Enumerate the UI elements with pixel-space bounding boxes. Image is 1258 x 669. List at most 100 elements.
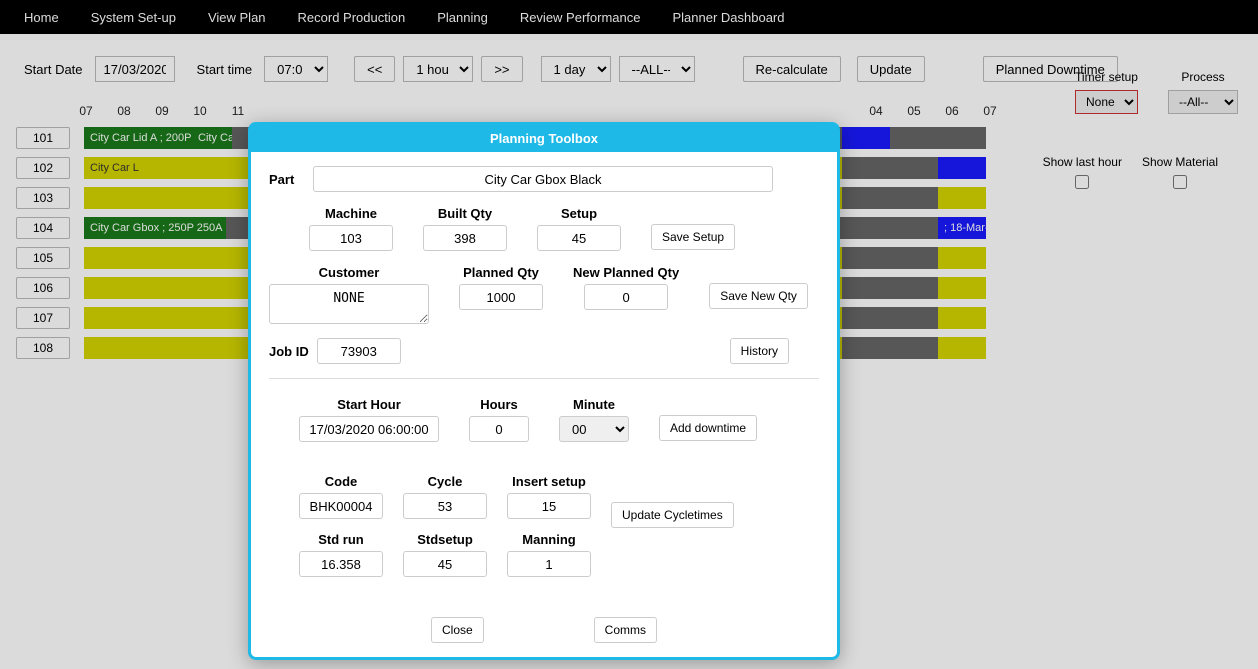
customer-label: Customer — [319, 265, 380, 280]
cycle-input[interactable] — [403, 493, 487, 519]
hour-label: 07 — [76, 104, 96, 118]
start-date-input[interactable] — [95, 56, 175, 82]
modal-title: Planning Toolbox — [251, 125, 837, 152]
hours-input[interactable] — [469, 416, 529, 442]
planned-qty-label: Planned Qty — [463, 265, 539, 280]
minute-label: Minute — [573, 397, 615, 412]
history-button[interactable]: History — [730, 338, 789, 364]
gantt-bar[interactable]: City Car Gbox ; 250P 250A — [84, 217, 226, 239]
span-select[interactable]: 1 hour — [403, 56, 473, 82]
gantt-bar[interactable] — [842, 307, 938, 329]
gantt-bar[interactable] — [890, 127, 986, 149]
std-run-label: Std run — [318, 532, 364, 547]
manning-label: Manning — [522, 532, 575, 547]
built-qty-label: Built Qty — [438, 206, 492, 221]
hours-header: 070809101104050607 — [0, 104, 1258, 118]
row-id[interactable]: 103 — [16, 187, 70, 209]
gantt-bar[interactable]: City Ca — [192, 127, 232, 149]
job-id-input[interactable] — [317, 338, 401, 364]
toolbar: Start Date Start time 07:00 << 1 hour >>… — [0, 34, 1258, 94]
timer-setup-label: Timer setup — [1075, 70, 1138, 84]
show-material-checkbox[interactable] — [1173, 175, 1187, 189]
gantt-bar[interactable] — [938, 307, 986, 329]
std-setup-label: Stdsetup — [417, 532, 473, 547]
planned-qty-input[interactable] — [459, 284, 543, 310]
job-id-label: Job ID — [269, 344, 309, 359]
hours-label: Hours — [480, 397, 518, 412]
gantt-bar[interactable] — [938, 187, 986, 209]
range-select[interactable]: 1 day — [541, 56, 611, 82]
insert-setup-label: Insert setup — [512, 474, 586, 489]
code-input[interactable] — [299, 493, 383, 519]
std-run-input[interactable] — [299, 551, 383, 577]
hour-label: 07 — [980, 104, 1000, 118]
hour-label: 10 — [190, 104, 210, 118]
new-planned-qty-input[interactable] — [584, 284, 668, 310]
process-select[interactable]: --All-- — [1168, 90, 1238, 114]
nav-record-production[interactable]: Record Production — [298, 10, 406, 25]
start-hour-label: Start Hour — [337, 397, 401, 412]
gantt-bar[interactable] — [938, 157, 986, 179]
hour-label: 05 — [904, 104, 924, 118]
hour-label: 04 — [866, 104, 886, 118]
code-label: Code — [325, 474, 358, 489]
hour-label: 08 — [114, 104, 134, 118]
customer-textarea[interactable] — [269, 284, 429, 324]
cycle-label: Cycle — [428, 474, 463, 489]
row-id[interactable]: 102 — [16, 157, 70, 179]
gantt-bar[interactable] — [938, 247, 986, 269]
gantt-bar[interactable]: City Car Lid A ; 200P — [84, 127, 192, 149]
row-id[interactable]: 107 — [16, 307, 70, 329]
gantt-bar[interactable] — [842, 217, 938, 239]
update-button[interactable]: Update — [857, 56, 925, 82]
gantt-bar[interactable] — [938, 277, 986, 299]
gantt-bar[interactable] — [842, 337, 938, 359]
minute-select[interactable]: 00 — [559, 416, 629, 442]
insert-setup-input[interactable] — [507, 493, 591, 519]
nav-view-plan[interactable]: View Plan — [208, 10, 266, 25]
gantt-bar[interactable] — [842, 127, 890, 149]
gantt-bar[interactable] — [842, 157, 938, 179]
planning-toolbox-modal: Planning Toolbox Part Machine Built Qty … — [248, 122, 840, 660]
close-button[interactable]: Close — [431, 617, 484, 643]
nav-review-performance[interactable]: Review Performance — [520, 10, 641, 25]
start-time-select[interactable]: 07:00 — [264, 56, 328, 82]
show-last-hour-checkbox[interactable] — [1075, 175, 1089, 189]
back-button[interactable]: << — [354, 56, 395, 82]
start-hour-input[interactable] — [299, 416, 439, 442]
process-label: Process — [1181, 70, 1224, 84]
timer-setup-select[interactable]: None — [1075, 90, 1138, 114]
start-date-label: Start Date — [24, 62, 83, 77]
top-nav: Home System Set-up View Plan Record Product… — [0, 0, 1258, 34]
gantt-bar[interactable] — [842, 277, 938, 299]
update-cycletimes-button[interactable]: Update Cycletimes — [611, 502, 734, 528]
save-new-qty-button[interactable]: Save New Qty — [709, 283, 808, 309]
recalculate-button[interactable]: Re-calculate — [743, 56, 841, 82]
save-setup-button[interactable]: Save Setup — [651, 224, 735, 250]
row-id[interactable]: 105 — [16, 247, 70, 269]
machine-input[interactable] — [309, 225, 393, 251]
gantt-bar[interactable]: ; 18-Mar- — [938, 217, 986, 239]
manning-input[interactable] — [507, 551, 591, 577]
nav-system-set-up[interactable]: System Set-up — [91, 10, 176, 25]
std-setup-input[interactable] — [403, 551, 487, 577]
row-id[interactable]: 108 — [16, 337, 70, 359]
nav-home[interactable]: Home — [24, 10, 59, 25]
hour-label: 09 — [152, 104, 172, 118]
nav-planning[interactable]: Planning — [437, 10, 488, 25]
setup-input[interactable] — [537, 225, 621, 251]
gantt-bar[interactable] — [842, 247, 938, 269]
built-qty-input[interactable] — [423, 225, 507, 251]
row-id[interactable]: 101 — [16, 127, 70, 149]
row-id[interactable]: 104 — [16, 217, 70, 239]
setup-label: Setup — [561, 206, 597, 221]
gantt-bar[interactable] — [938, 337, 986, 359]
part-input[interactable] — [313, 166, 773, 192]
nav-planner-dashboard[interactable]: Planner Dashboard — [672, 10, 784, 25]
comms-button[interactable]: Comms — [594, 617, 657, 643]
filter-select[interactable]: --ALL-- — [619, 56, 695, 82]
gantt-bar[interactable] — [842, 187, 938, 209]
add-downtime-button[interactable]: Add downtime — [659, 415, 757, 441]
row-id[interactable]: 106 — [16, 277, 70, 299]
fwd-button[interactable]: >> — [481, 56, 522, 82]
